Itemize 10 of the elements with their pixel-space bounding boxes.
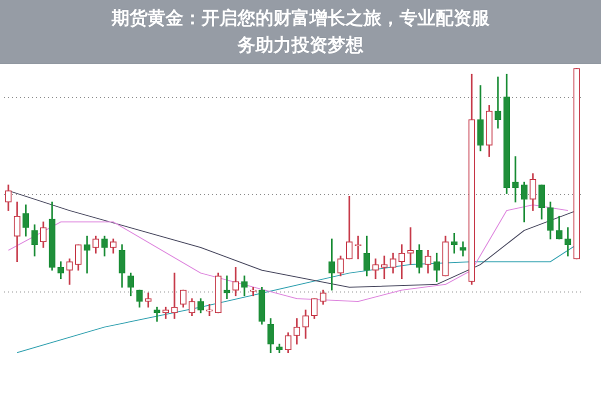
candlestick	[512, 156, 519, 202]
candlestick	[224, 276, 230, 299]
candlestick	[460, 241, 466, 256]
title-banner: 期货黄金：开启您的财富增长之旅，专业配资服务助力投资梦想	[0, 0, 601, 64]
candlestick	[206, 304, 213, 316]
chart-title: 期货黄金：开启您的财富增长之旅，专业配资服务助力投资梦想	[110, 7, 490, 58]
candlestick	[407, 227, 414, 265]
candlestick	[84, 236, 90, 274]
candlestick	[494, 76, 502, 128]
candlestick	[171, 272, 178, 319]
